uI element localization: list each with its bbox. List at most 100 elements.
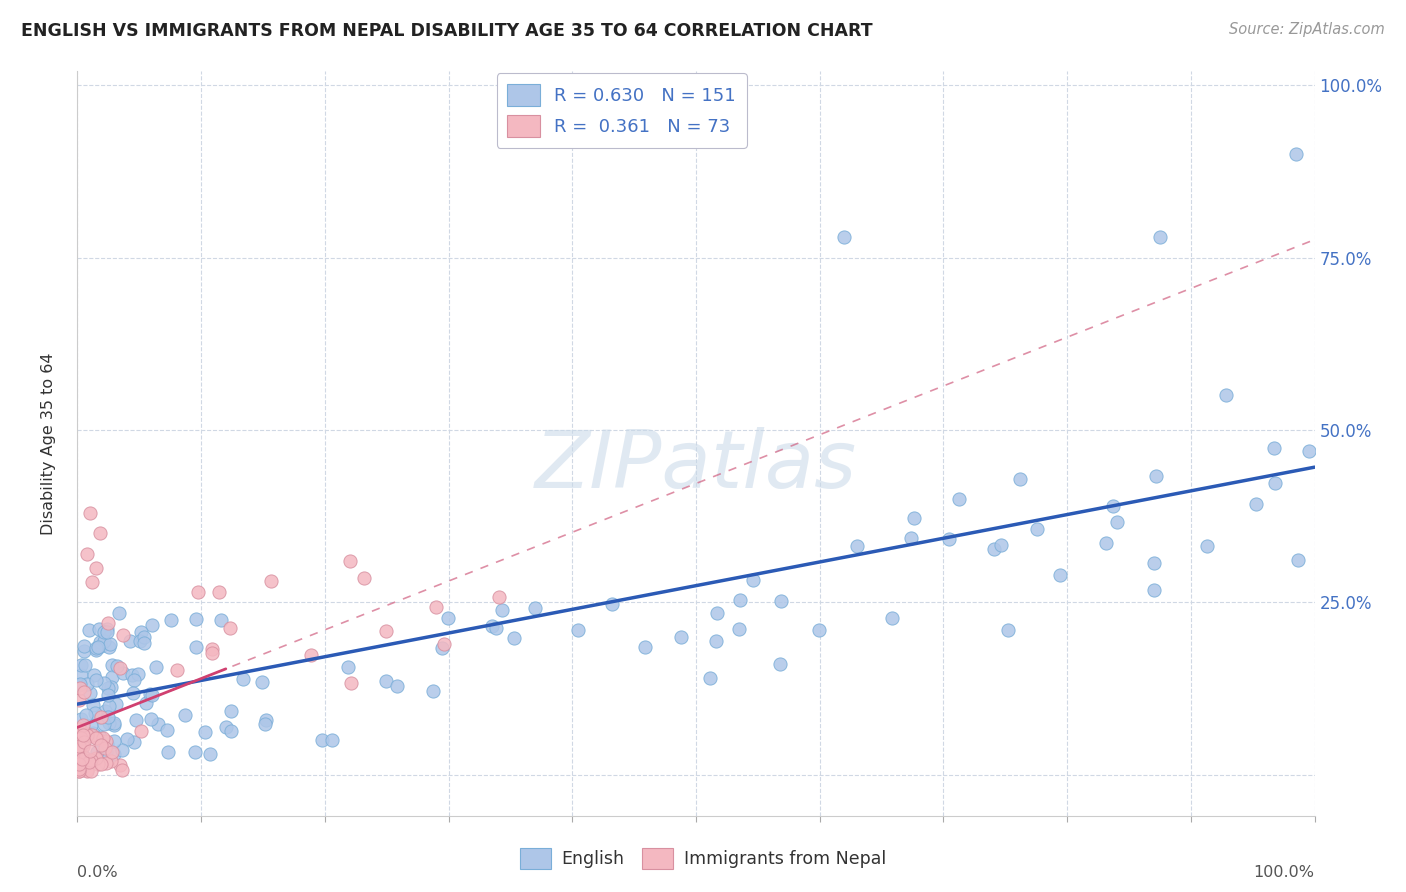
Point — [69, 677, 91, 691]
Point — [70, 747, 93, 761]
Point — [108, 758, 131, 772]
Point — [111, 743, 134, 757]
Point — [73, 640, 96, 654]
Point — [67, 756, 90, 771]
Point — [69, 741, 91, 756]
Point — [96, 756, 118, 770]
Point — [134, 636, 156, 650]
Point — [567, 623, 589, 637]
Point — [198, 747, 221, 761]
Point — [704, 633, 727, 648]
Point — [84, 750, 107, 764]
Point — [70, 731, 93, 746]
Point — [86, 746, 108, 760]
Y-axis label: Disability Age 35 to 64: Disability Age 35 to 64 — [42, 352, 56, 535]
Point — [1264, 476, 1286, 491]
Point — [523, 601, 546, 615]
Point — [98, 640, 121, 655]
Point — [79, 717, 101, 731]
Point — [94, 704, 117, 718]
Point — [72, 685, 94, 699]
Point — [948, 491, 970, 506]
Point — [1197, 539, 1219, 553]
Point — [98, 637, 121, 651]
Point — [425, 599, 447, 614]
Point — [72, 727, 94, 741]
Point — [82, 698, 104, 713]
Point — [115, 732, 138, 747]
Point — [156, 723, 179, 737]
Point — [80, 764, 103, 779]
Point — [89, 757, 111, 772]
Point — [97, 710, 120, 724]
Point — [321, 733, 343, 747]
Text: 100.0%: 100.0% — [1254, 864, 1315, 880]
Point — [97, 616, 120, 631]
Point — [219, 704, 242, 718]
Point — [82, 574, 104, 589]
Point — [84, 731, 107, 745]
Point — [103, 715, 125, 730]
Point — [67, 677, 90, 691]
Point — [94, 734, 117, 748]
Point — [221, 724, 243, 739]
Point — [93, 675, 115, 690]
Point — [80, 753, 103, 767]
Point — [67, 722, 90, 736]
Point — [122, 686, 145, 700]
Point — [84, 561, 107, 575]
Point — [485, 620, 508, 634]
Point — [100, 670, 122, 684]
Point — [135, 696, 157, 710]
Point — [72, 739, 94, 754]
Point — [491, 602, 513, 616]
Point — [125, 713, 148, 727]
Point — [254, 717, 277, 731]
Point — [1215, 388, 1237, 402]
Point — [193, 724, 215, 739]
Point — [353, 570, 375, 584]
Point — [76, 676, 98, 690]
Point — [73, 644, 96, 658]
Point — [91, 731, 114, 745]
Point — [87, 756, 110, 771]
Point — [73, 751, 96, 765]
Point — [634, 640, 657, 654]
Point — [77, 755, 100, 769]
Point — [77, 624, 100, 638]
Point — [72, 752, 94, 766]
Point — [146, 717, 169, 731]
Legend: English, Immigrants from Nepal: English, Immigrants from Nepal — [513, 841, 893, 876]
Point — [67, 764, 90, 779]
Point — [67, 762, 90, 776]
Point — [110, 763, 132, 777]
Point — [94, 745, 117, 759]
Point — [208, 584, 231, 599]
Point — [422, 683, 444, 698]
Point — [105, 659, 128, 673]
Point — [1105, 515, 1128, 529]
Point — [108, 606, 131, 620]
Point — [139, 713, 162, 727]
Point — [254, 713, 277, 727]
Point — [1143, 556, 1166, 570]
Point — [96, 624, 118, 639]
Point — [67, 756, 90, 770]
Point — [846, 539, 869, 553]
Point — [339, 554, 361, 568]
Point — [89, 710, 111, 724]
Point — [669, 630, 692, 644]
Point — [157, 745, 180, 759]
Point — [89, 526, 111, 541]
Text: 0.0%: 0.0% — [77, 864, 118, 880]
Point — [103, 734, 125, 748]
Point — [100, 754, 122, 768]
Point — [770, 594, 793, 608]
Point — [488, 590, 510, 604]
Point — [79, 686, 101, 700]
Point — [83, 668, 105, 682]
Point — [337, 659, 360, 673]
Point — [768, 657, 790, 672]
Point — [98, 699, 121, 714]
Point — [84, 706, 107, 720]
